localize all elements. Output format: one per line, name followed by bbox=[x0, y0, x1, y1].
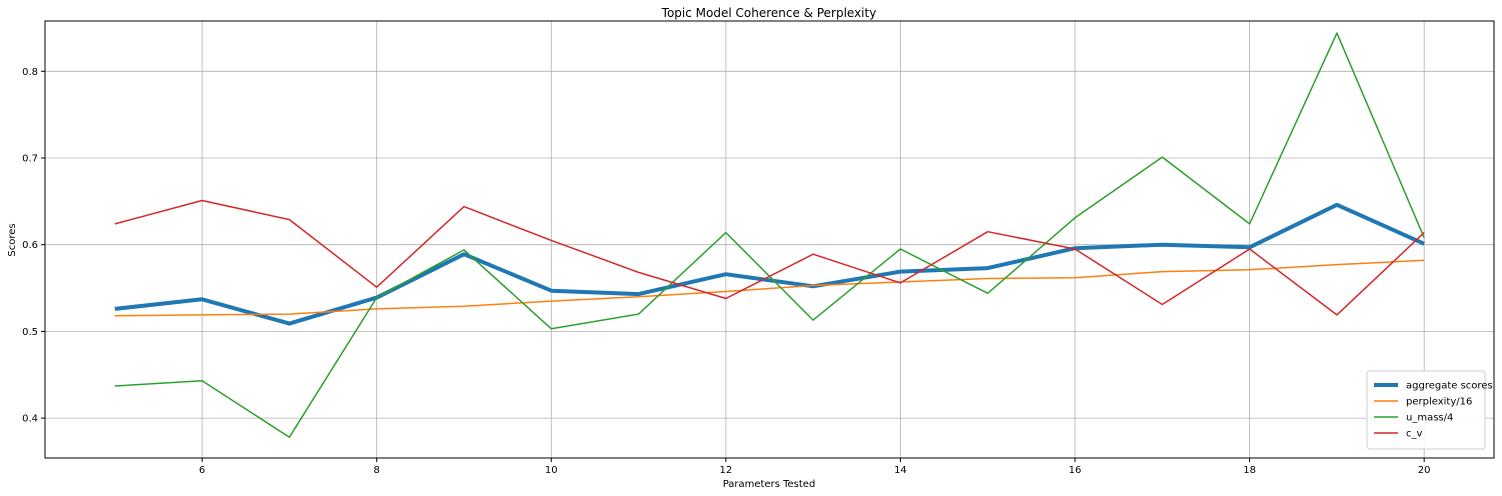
x-tick-label: 18 bbox=[1243, 465, 1256, 476]
x-tick-label: 16 bbox=[1069, 465, 1082, 476]
plot-frame bbox=[44, 20, 1495, 459]
legend: aggregate scores perplexity/16 u_mass/4 c_v bbox=[1366, 370, 1493, 450]
x-axis-ticks: 6 8 10 12 14 16 18 20 bbox=[199, 458, 1431, 476]
series-line-c-v bbox=[114, 199, 1425, 316]
grid bbox=[45, 21, 1494, 458]
legend-label: c_v bbox=[1406, 429, 1422, 440]
y-tick-label: 0.8 bbox=[22, 67, 38, 78]
y-tick-label: 0.5 bbox=[22, 327, 38, 338]
x-tick-label: 8 bbox=[374, 465, 380, 476]
series-line-aggregate-scores bbox=[114, 202, 1426, 326]
legend-label: aggregate scores bbox=[1406, 381, 1493, 392]
legend-label: u_mass/4 bbox=[1406, 413, 1453, 424]
x-axis-label: Parameters Tested bbox=[723, 479, 816, 490]
series-line-perplexity-16 bbox=[114, 259, 1425, 317]
series-lines bbox=[114, 32, 1426, 438]
legend-box bbox=[1366, 370, 1486, 450]
y-tick-label: 0.6 bbox=[22, 240, 38, 251]
legend-label: perplexity/16 bbox=[1406, 397, 1472, 408]
y-axis-label: Scores bbox=[7, 223, 18, 256]
x-tick-label: 14 bbox=[894, 465, 907, 476]
x-tick-label: 6 bbox=[199, 465, 205, 476]
y-tick-label: 0.7 bbox=[22, 153, 38, 164]
y-tick-label: 0.4 bbox=[22, 414, 38, 425]
x-tick-label: 20 bbox=[1418, 465, 1431, 476]
chart-title: Topic Model Coherence & Perplexity bbox=[661, 6, 877, 20]
x-tick-label: 12 bbox=[719, 465, 732, 476]
x-tick-label: 10 bbox=[545, 465, 558, 476]
y-axis-ticks: 0.4 0.5 0.6 0.7 0.8 bbox=[22, 67, 45, 425]
